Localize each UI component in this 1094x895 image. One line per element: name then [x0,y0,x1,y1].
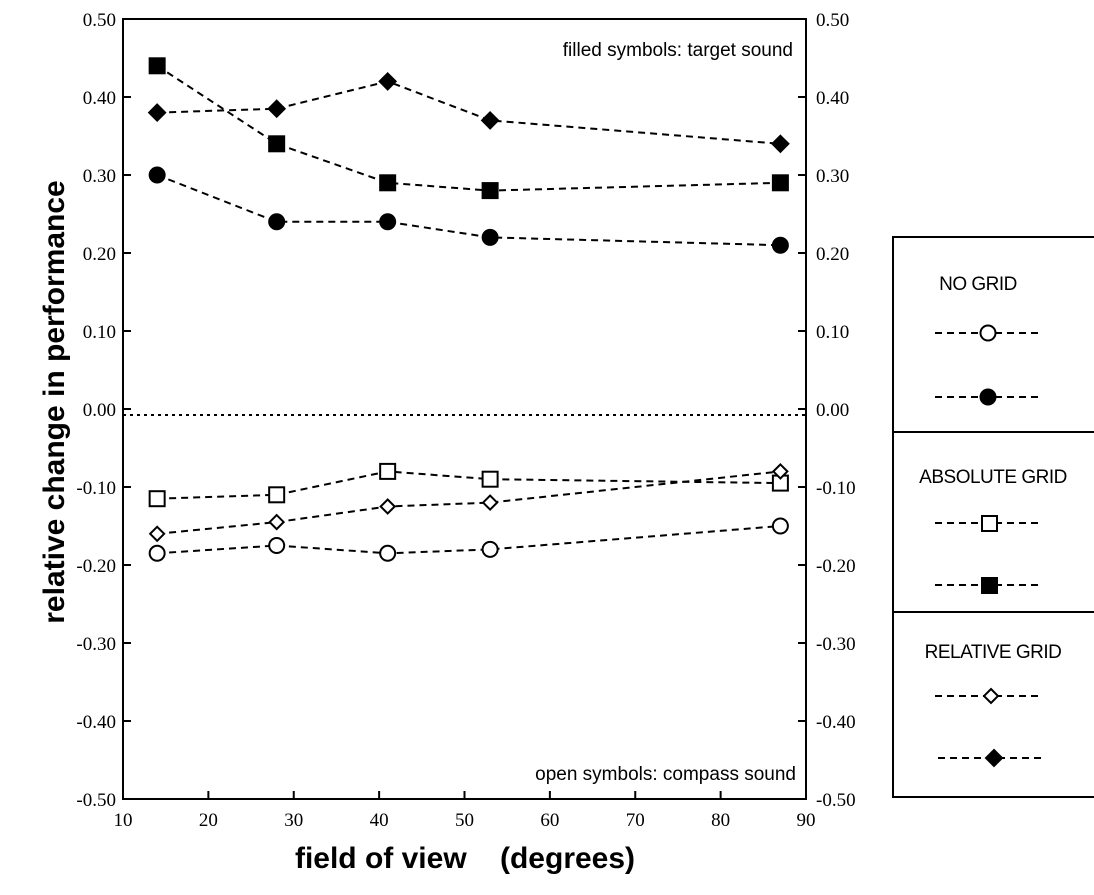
series-line-4 [157,470,781,535]
legend-title-relative-grid: RELATIVE GRID [925,642,1062,663]
annotation-top: filled symbols: target sound [563,40,793,61]
series-line-2 [156,174,781,247]
series-line-5 [157,525,781,555]
y-tick-label-right: 0.10 [816,322,849,343]
series-line-3 [157,470,781,500]
y-tick-label-left: 0.10 [83,322,116,343]
series-line-0 [156,64,781,192]
data-point [481,182,499,200]
y-tick-label-left: 0.50 [83,10,116,31]
x-tick-label: 40 [370,810,389,831]
axis-ticks: 10 20 30 40 50 60 70 80 90 0.50 0.50 0.40 0.40 0.30 0.… [76,10,855,831]
data-point [480,110,500,130]
data-point [379,544,397,562]
series-line-1 [157,80,781,145]
legend-marker-open-circle [979,324,997,342]
legend: NO GRID ABSOLUTE GRID RELATIVE GRID [892,236,1094,798]
legend-title-absolute-grid: ABSOLUTE GRID [919,467,1067,488]
x-tick-label: 50 [455,810,474,831]
legend-marker-filled-square [981,577,998,594]
data-point [148,544,166,562]
legend-frame [892,236,1094,798]
data-point [148,525,166,543]
legend-title-no-grid: NO GRID [939,274,1017,295]
y-tick-label-left: -0.10 [76,478,116,499]
y-tick-label-left: -0.50 [76,790,116,811]
x-tick-label: 20 [199,810,218,831]
series-lines [156,64,781,555]
data-point [267,99,287,119]
y-tick-label-right: 0.30 [816,166,849,187]
x-tick-label: 60 [540,810,559,831]
series-markers [147,57,790,562]
data-point [147,103,167,123]
data-point [148,166,166,184]
y-tick-label-left: -0.30 [76,634,116,655]
data-point [379,462,397,480]
data-point [379,498,397,515]
x-tick-label: 10 [114,810,133,831]
data-point [771,517,789,535]
data-point [770,134,790,154]
y-tick-label-right: -0.50 [816,790,856,811]
x-axis-title: field of view (degrees) [295,842,635,875]
y-axis-title: relative change in performance [38,180,71,624]
legend-marker-open-diamond [982,687,1000,705]
legend-marker-filled-diamond [984,748,1004,768]
data-point [481,228,499,246]
y-tick-label-right: -0.10 [816,478,856,499]
x-tick-label: 80 [711,810,730,831]
y-tick-label-left: 0.40 [83,88,116,109]
data-point [481,494,499,512]
data-point [148,490,166,508]
data-point [481,540,499,558]
data-point [379,213,397,231]
x-tick-label: 70 [626,810,645,831]
data-point [379,174,397,192]
data-point [481,470,499,488]
y-tick-label-right: 0.20 [816,244,849,265]
y-tick-label-right: -0.30 [816,634,856,655]
y-tick-label-right: 0.50 [816,10,849,31]
y-tick-label-left: 0.20 [83,244,116,265]
x-tick-label: 30 [284,810,303,831]
x-tick-label: 90 [797,810,816,831]
data-point [268,486,286,504]
data-point [148,57,166,75]
data-point [771,462,789,480]
y-tick-label-right: 0.00 [816,400,849,421]
y-tick-label-right: 0.40 [816,88,849,109]
y-tick-label-left: -0.20 [76,556,116,577]
y-tick-label-left: -0.40 [76,712,116,733]
legend-marker-open-square [981,515,998,532]
data-point [771,174,789,192]
data-point [268,213,286,231]
data-point [378,71,398,91]
data-point [268,537,286,554]
legend-marker-filled-circle [979,388,997,406]
plot-frame [122,18,807,800]
data-point [268,513,286,531]
y-tick-label-right: -0.20 [816,556,856,577]
annotation-bottom: open symbols: compass sound [535,764,796,785]
y-tick-label-right: -0.40 [816,712,856,733]
y-tick-label-left: 0.00 [83,400,116,421]
data-point [268,135,286,153]
data-point [771,236,789,254]
y-tick-label-left: 0.30 [83,166,116,187]
